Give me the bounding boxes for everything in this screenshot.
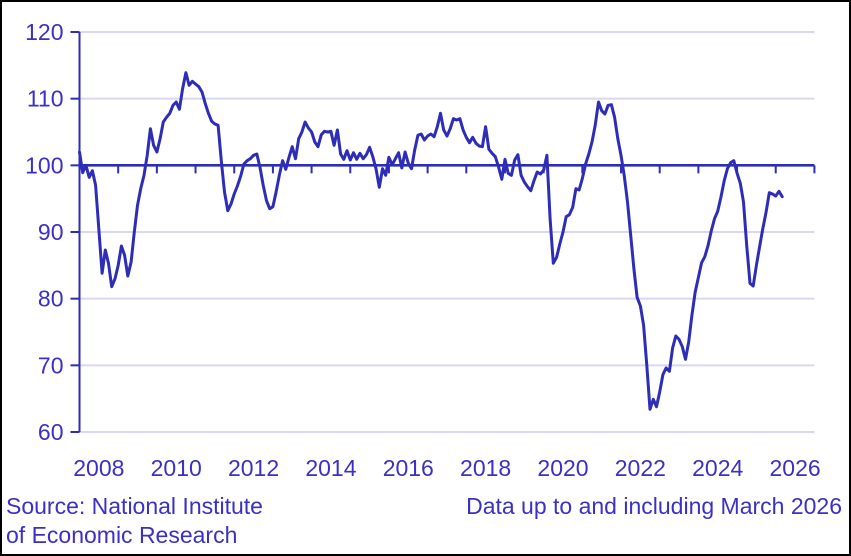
y-label-100: 100 [25,152,63,178]
x-label-2008: 2008 [73,455,124,481]
y-label-90: 90 [38,219,64,245]
x-label-2010: 2010 [151,455,202,481]
x-axis-labels: 2008 2010 2012 2014 2016 2018 2020 2022 2024 2026 [73,455,820,481]
source-note: Source: National Institute of Economic R… [6,492,263,550]
x-label-2014: 2014 [305,455,356,481]
data-coverage-note: Data up to and including March 2026 [466,493,842,519]
x-label-2016: 2016 [383,455,434,481]
y-label-70: 70 [38,352,64,378]
y-axis [70,31,81,433]
data-series-line [78,71,784,411]
x-label-2012: 2012 [228,455,279,481]
source-note-line1: Source: National Institute [6,493,263,519]
x-label-2020: 2020 [537,455,588,481]
x-label-2022: 2022 [615,455,666,481]
y-label-120: 120 [25,19,63,45]
y-label-110: 110 [27,86,64,112]
y-label-60: 60 [38,419,64,445]
y-label-80: 80 [38,286,64,312]
y-gridlines [79,31,815,433]
y-axis-labels: 60 70 80 90 100 110 120 [25,19,63,445]
x-label-2024: 2024 [692,455,743,481]
x-label-2018: 2018 [460,455,511,481]
x-label-2026: 2026 [769,455,820,481]
source-note-line2: of Economic Research [6,522,238,548]
